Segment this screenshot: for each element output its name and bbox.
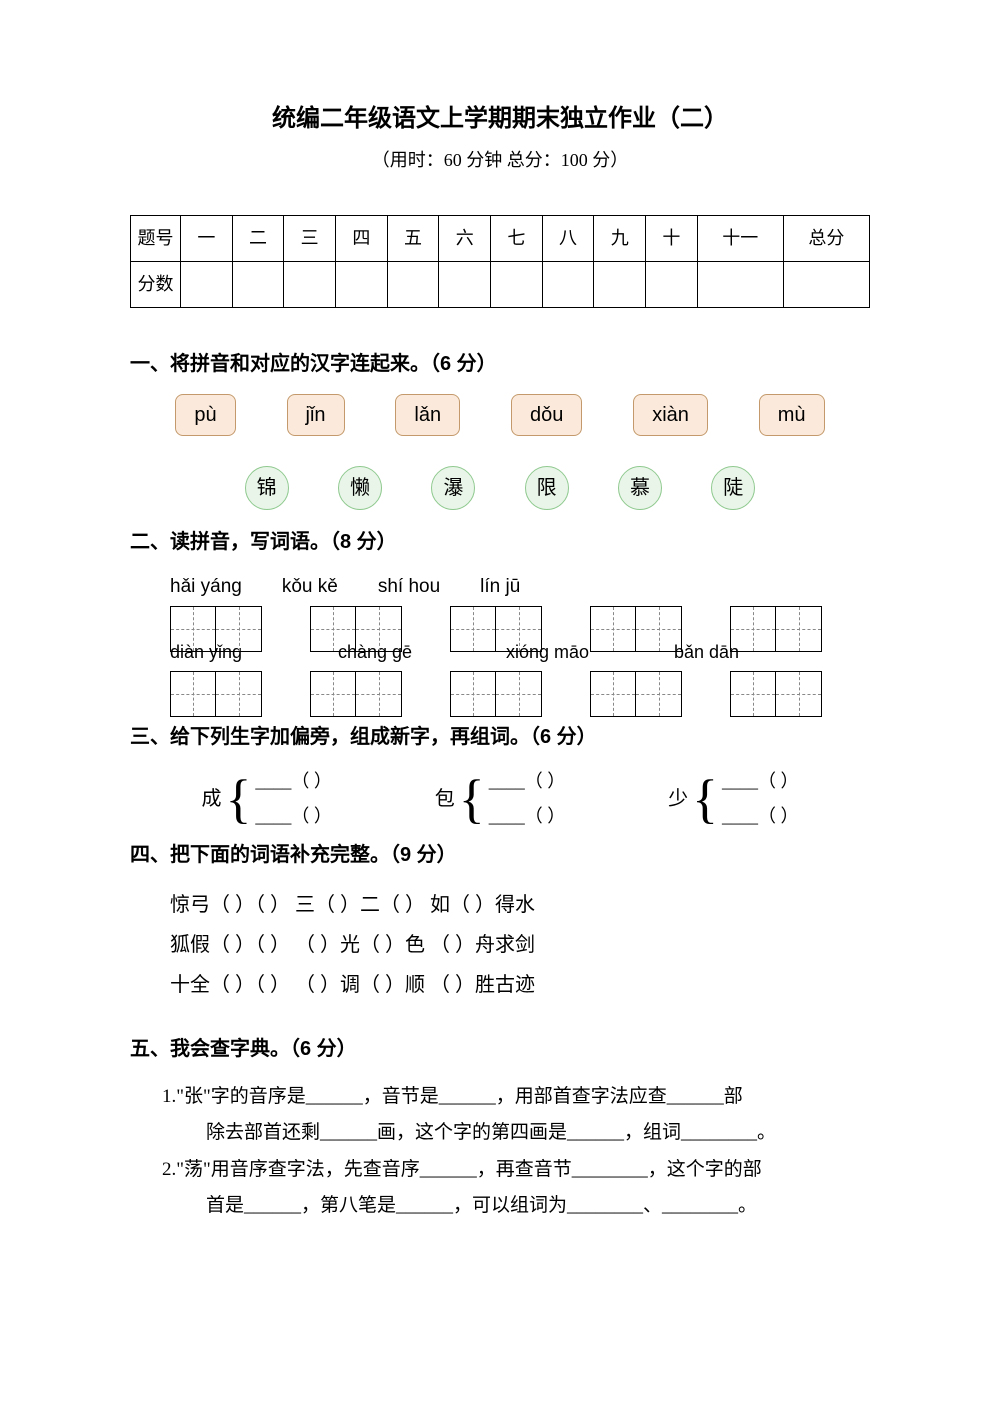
col-header: 六 [439, 216, 491, 262]
q5-lines: 1."张"字的音序是______，音节是______，用部首查字法应查_____… [162, 1079, 870, 1223]
brace-group: 成 { ____（ ） ____（ ） [201, 767, 331, 831]
q4-line: 狐假（ ）（ ） （ ）光（ ）色 （ ）舟求剑 [170, 925, 870, 965]
col-header: 三 [284, 216, 336, 262]
score-cell [387, 261, 439, 307]
hanzi-circle: 懒 [338, 466, 382, 510]
q1-heading: 一、将拼音和对应的汉字连起来。（6 分） [130, 348, 870, 380]
q2-grid-row2 [170, 671, 870, 717]
score-table: 题号 一 二 三 四 五 六 七 八 九 十 十一 总分 分数 [130, 215, 870, 308]
col-header: 九 [594, 216, 646, 262]
score-cell [542, 261, 594, 307]
char-grid-pair [590, 606, 682, 652]
page-subtitle: （用时：60 分钟 总分：100 分） [130, 146, 870, 175]
q5-item1b: 除去部首还剩______画，这个字的第四画是______，组词________。 [206, 1115, 870, 1151]
q1-pinyin-row: pù jǐn lǎn dǒu xiàn mù [150, 394, 850, 436]
q1-hanzi-row: 锦 懒 瀑 限 慕 陡 [220, 466, 780, 510]
q5-item2b: 首是______，第八笔是______，可以组词为________、______… [206, 1188, 870, 1224]
brace-group: 包 { ____（ ） ____（ ） [435, 767, 565, 831]
blank-line: ____（ ） [255, 802, 332, 831]
q3-row: 成 { ____（ ） ____（ ） 包 { ____（ ） ____（ ） … [150, 767, 850, 831]
char-grid-pair [170, 671, 262, 717]
char-grid-pair [590, 671, 682, 717]
brace-icon: { [459, 772, 485, 826]
blank-line: ____（ ） [489, 802, 566, 831]
char-grid-pair [730, 671, 822, 717]
q2-heading: 二、读拼音，写词语。（8 分） [130, 526, 870, 558]
q5-heading: 五、我会查字典。（6 分） [130, 1033, 870, 1065]
brace-icon: { [225, 772, 251, 826]
char-grid-pair [450, 671, 542, 717]
col-header: 八 [542, 216, 594, 262]
pinyin-label: kǒu kě [282, 572, 338, 602]
hanzi-circle: 瀑 [431, 466, 475, 510]
score-cell [336, 261, 388, 307]
char-grid-pair [310, 671, 402, 717]
blank-line: ____（ ） [722, 802, 799, 831]
char-grid-pair [450, 606, 542, 652]
col-header: 一 [181, 216, 233, 262]
base-char: 少 [668, 783, 688, 815]
score-cell [697, 261, 783, 307]
blank-line: ____（ ） [489, 767, 566, 796]
hanzi-circle: 锦 [245, 466, 289, 510]
pinyin-box: pù [175, 394, 235, 436]
score-cell [646, 261, 698, 307]
q4-line: 十全（ ）（ ） （ ）调（ ）顺 （ ）胜古迹 [170, 965, 870, 1005]
pinyin-box: mù [759, 394, 825, 436]
score-cell [284, 261, 336, 307]
page-title: 统编二年级语文上学期期末独立作业（二） [130, 100, 870, 138]
col-header: 二 [232, 216, 284, 262]
col-header: 五 [387, 216, 439, 262]
pinyin-label: shí hou [378, 572, 440, 602]
table-row: 分数 [131, 261, 870, 307]
row-label: 分数 [131, 261, 181, 307]
char-grid-pair [310, 606, 402, 652]
pinyin-box: xiàn [633, 394, 708, 436]
pinyin-box: lǎn [395, 394, 460, 436]
table-row: 题号 一 二 三 四 五 六 七 八 九 十 十一 总分 [131, 216, 870, 262]
col-header: 四 [336, 216, 388, 262]
base-char: 成 [201, 783, 221, 815]
q5-item2a: 2."荡"用音序查字法，先查音序______，再查音节________，这个字的… [162, 1152, 870, 1188]
hanzi-circle: 陡 [711, 466, 755, 510]
col-header: 七 [491, 216, 543, 262]
col-header: 十一 [697, 216, 783, 262]
hanzi-circle: 慕 [618, 466, 662, 510]
brace-icon: { [692, 772, 718, 826]
col-header: 十 [646, 216, 698, 262]
score-cell [491, 261, 543, 307]
score-cell [783, 261, 869, 307]
hanzi-circle: 限 [525, 466, 569, 510]
q4-heading: 四、把下面的词语补充完整。（9 分） [130, 839, 870, 871]
score-cell [232, 261, 284, 307]
score-cell [439, 261, 491, 307]
q5-item1a: 1."张"字的音序是______，音节是______，用部首查字法应查_____… [162, 1079, 870, 1115]
q4-line: 惊弓（ ）（ ） 三（ ）二（ ） 如（ ）得水 [170, 885, 870, 925]
q3-heading: 三、给下列生字加偏旁，组成新字，再组词。（6 分） [130, 721, 870, 753]
blank-line: ____（ ） [722, 767, 799, 796]
pinyin-box: dǒu [511, 394, 582, 436]
pinyin-label: hǎi yáng [170, 572, 242, 602]
score-cell [594, 261, 646, 307]
char-grid-pair [730, 606, 822, 652]
char-grid-pair [170, 606, 262, 652]
q2-pinyin-row1: hǎi yáng kǒu kě shí hou lín jū [170, 572, 870, 602]
pinyin-box: jǐn [287, 394, 345, 436]
blank-line: ____（ ） [255, 767, 332, 796]
base-char: 包 [435, 783, 455, 815]
pinyin-label: lín jū [480, 572, 520, 602]
score-cell [181, 261, 233, 307]
row-label: 题号 [131, 216, 181, 262]
col-header: 总分 [783, 216, 869, 262]
q4-lines: 惊弓（ ）（ ） 三（ ）二（ ） 如（ ）得水 狐假（ ）（ ） （ ）光（ … [170, 885, 870, 1005]
brace-group: 少 { ____（ ） ____（ ） [668, 767, 798, 831]
